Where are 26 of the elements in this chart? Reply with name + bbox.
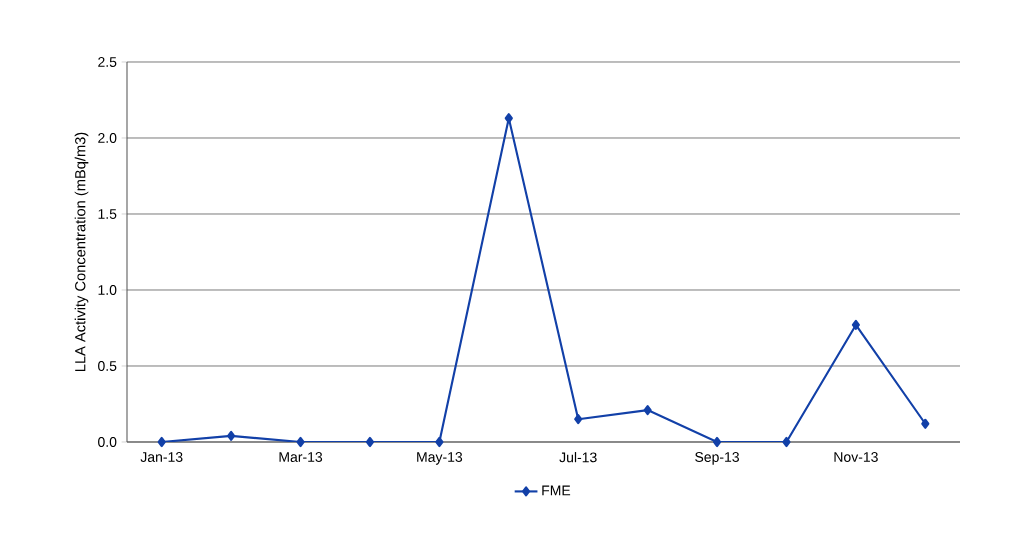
point: [157, 436, 166, 448]
point: [227, 430, 236, 441]
point: [574, 414, 583, 425]
y-tick-label: 1.5: [98, 209, 117, 219]
point: [296, 436, 305, 448]
point: [504, 113, 513, 124]
point: [365, 436, 375, 448]
point: [782, 436, 791, 448]
y-tick-label: 2.5: [98, 57, 117, 67]
y-tick-label: 1.0: [98, 285, 117, 295]
y-tick-label: 0.5: [98, 361, 117, 371]
x-tick-label: May-13: [417, 452, 463, 465]
point: [921, 418, 930, 429]
point: [643, 405, 652, 416]
y-axis-title: LLA Activity Concentration (mBq/m3): [74, 132, 89, 372]
point: [712, 436, 722, 448]
x-tick-label: Nov-13: [834, 452, 878, 462]
y-tick-label: 0.0: [98, 437, 117, 447]
y-tick-label: 2.0: [98, 133, 117, 143]
x-tick-label: Jul-13: [559, 452, 597, 463]
x-tick-label: Sep-13: [695, 452, 739, 465]
point: [851, 319, 860, 331]
x-tick-label: Mar-13: [279, 452, 323, 462]
legend-label: FME: [542, 485, 571, 496]
x-tick-label: Jan-13: [140, 452, 183, 462]
point: [435, 436, 444, 448]
